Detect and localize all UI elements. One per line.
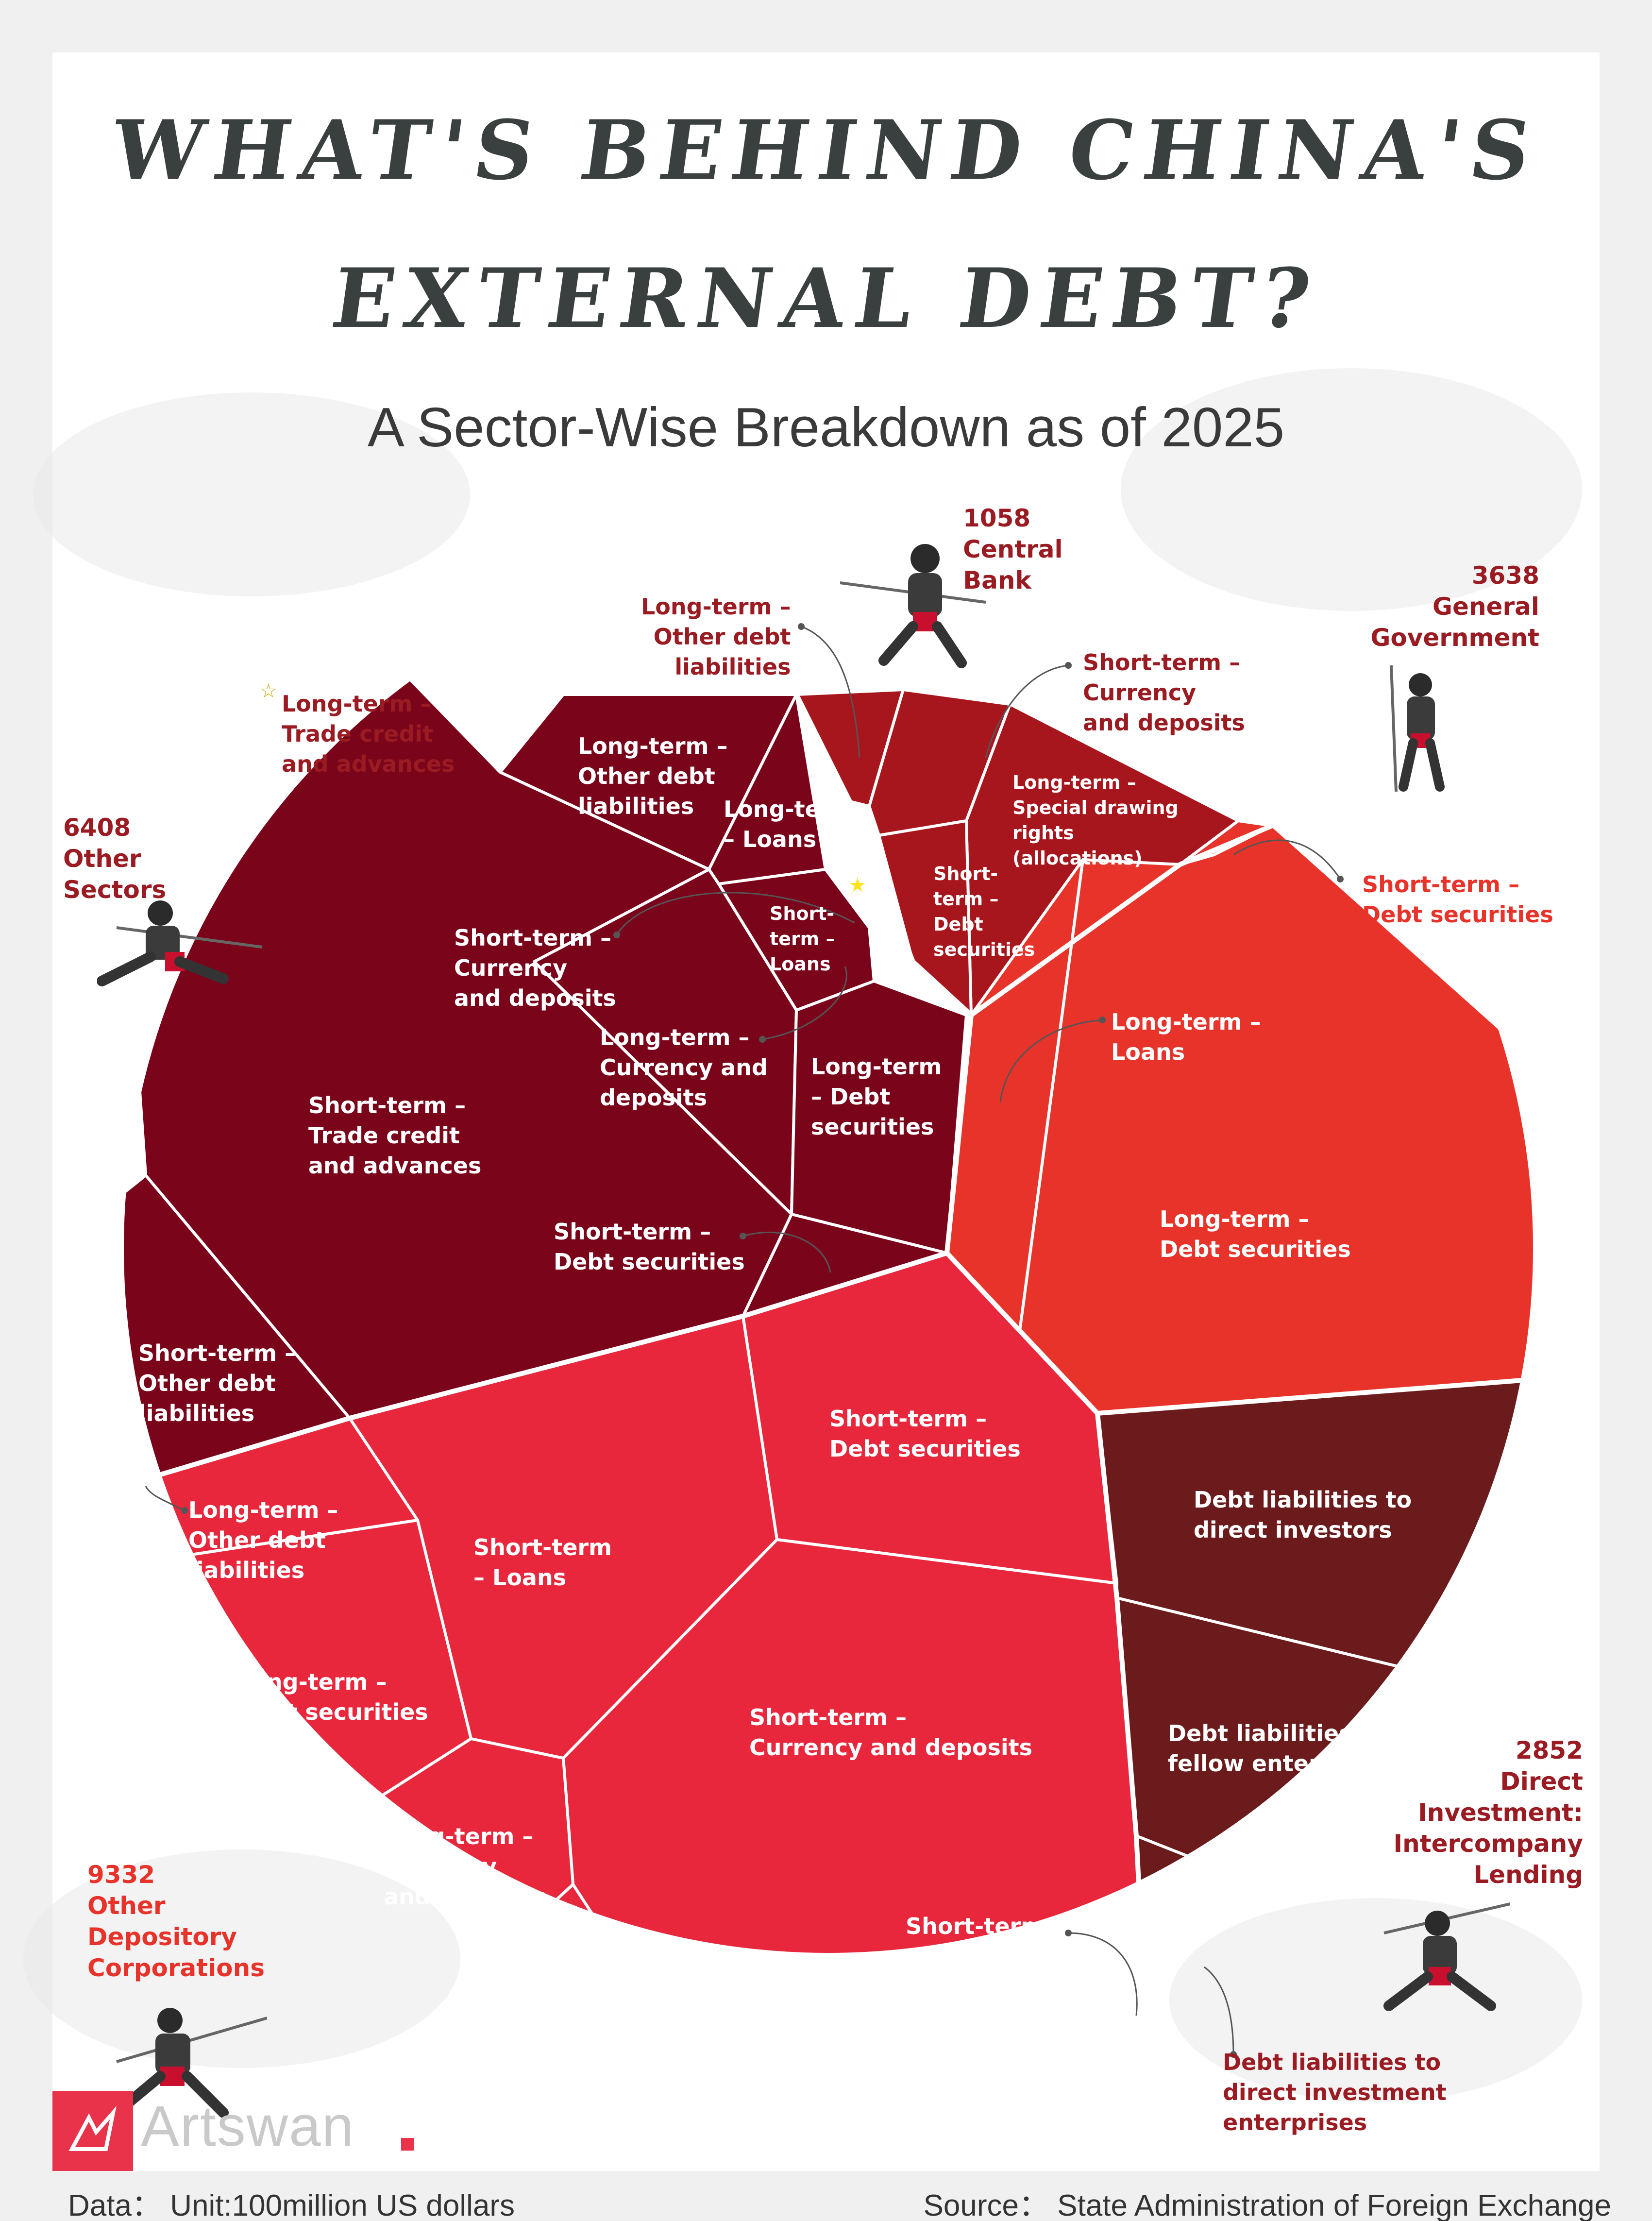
label-gov-lt-debt-sec: Long-term – Debt securities [1160, 1206, 1351, 1262]
group-label-direct-investment: 2852 Direct Investment: Intercompany Lending [1393, 1736, 1583, 1889]
ink-wash-decoration [1121, 368, 1582, 611]
leader-os-st-currency [616, 892, 855, 935]
label-os-st-debt-sec: Short-term – Debt securities [554, 1219, 745, 1275]
leader-odc-st-other-debt [1068, 1932, 1138, 2016]
label-odc-st-other-debt: Short-term – Other debt liabilities [906, 1913, 1063, 2000]
label-cb-st-currency: Short-term – Currency and deposits [1083, 649, 1245, 736]
label-gov-lt-loans: Long-term – Loans [1111, 1009, 1261, 1065]
label-di-enterprises: Debt liabilities to direct investment en… [1223, 2049, 1447, 2136]
leader-gov-st-debt-sec [1233, 839, 1341, 880]
warrior-figure-general-government [1390, 665, 1445, 792]
label-os-lt-loans: Long-term – Loans [724, 796, 855, 852]
label-cb-lt-other-debt: Long-term – Other debt liabilities [641, 593, 791, 680]
warrior-figure-central-bank [840, 544, 986, 668]
label-odc-st-debt-sec: Short-term – Debt securities [829, 1406, 1021, 1462]
label-gov-st-debt-sec: Short-term – Debt securities [1362, 871, 1553, 928]
ink-wash-decoration [23, 1849, 460, 2068]
group-label-central-bank: 1058 Central Bank [963, 504, 1063, 594]
group-label-general-government: 3638 General Government [1370, 561, 1539, 652]
brand-dot [401, 2138, 414, 2151]
label-di-investors: Debt liabilities to direct investors [1194, 1487, 1412, 1543]
ink-wash-decoration [33, 392, 470, 596]
cell-other-sectors-st-other-debt [122, 1174, 351, 1488]
label-odc-lt-loans: Long-term – Loans [503, 1967, 634, 2024]
leader-gov-lt-loans [999, 1019, 1103, 1103]
data-unit-note: Data： Unit:100million US dollars [68, 2189, 515, 2221]
label-odc-lt-debt-sec: Long-term – Debt securities [237, 1669, 428, 1725]
warrior-figure-other-sectors [97, 900, 262, 986]
label-cb-st-debt-sec: Short- term – Debt securities [933, 863, 1035, 960]
ink-wash-decoration [1169, 1898, 1582, 2102]
cell-direct-investment-dienterprises [1135, 1834, 1322, 1955]
subtitle: A Sector-Wise Breakdown as of 2025 [367, 397, 1285, 458]
label-odc-st-currency: Short-term – Currency and deposits [749, 1704, 1032, 1761]
leader-central-lt-other-debt [801, 626, 860, 758]
group-label-other-sectors: 6408 Other Sectors [63, 814, 167, 904]
source-note: Source： State Administration of Foreign … [923, 2189, 1611, 2221]
group-label-other-depository: 9332 Other Depository Corporations [87, 1861, 265, 1982]
leader-di-enterprises [1204, 1966, 1234, 2055]
leader-os-st-debt-sec [742, 1231, 831, 1273]
leader-central-st-currency [985, 664, 1069, 758]
brand-logo-icon [52, 2091, 133, 2171]
star-outline-icon: ☆ [260, 680, 277, 702]
leader-os-lt-currency [762, 966, 847, 1040]
star-icon: ★ [849, 874, 866, 897]
label-odc-st-loans: Short-term – Loans [473, 1534, 612, 1591]
label-os-st-trade-credit: Short-term – Trade credit and advances [308, 1092, 482, 1179]
label-os-lt-other-debt: Long-term – Other debt liabilities [578, 733, 728, 819]
label-cb-sdr: Long-term – Special drawing rights (allo… [1012, 772, 1179, 869]
label-os-st-currency: Short-term – Currency and deposits [454, 925, 616, 1011]
label-os-st-loans: Short- term – Loans [770, 903, 835, 975]
label-os-lt-debt-sec: Long-term – Debt securities [811, 1053, 942, 1140]
label-os-st-other-debt: Short-term – Other debt liabilities [138, 1340, 296, 1426]
label-os-lt-currency: Long-term – Currency and deposits [600, 1024, 768, 1111]
label-os-lt-trade-credit: Long-term – Trade credit and advances [282, 691, 455, 777]
brand-wordmark: Artswan [141, 2094, 355, 2158]
label-odc-lt-currency: Long-term – Currency and deposits [384, 1823, 546, 1910]
label-odc-lt-other-debt: Long-term – Other debt liabilities [188, 1497, 338, 1583]
leader-odc-lt-other-debt [145, 1486, 185, 1511]
warrior-figure-direct-investment [1383, 1902, 1510, 2011]
label-di-fellow: Debt liabilities to fellow enterprises [1168, 1720, 1397, 1777]
